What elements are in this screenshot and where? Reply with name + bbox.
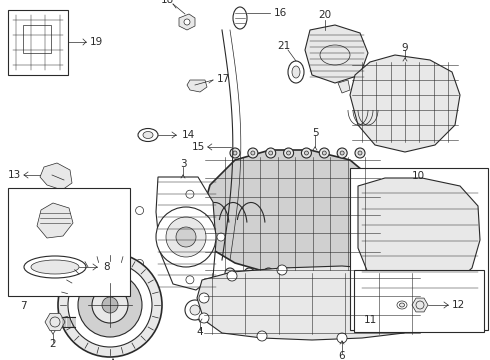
Ellipse shape bbox=[399, 303, 405, 307]
Circle shape bbox=[199, 313, 209, 323]
Circle shape bbox=[136, 207, 144, 215]
Circle shape bbox=[321, 268, 331, 278]
Circle shape bbox=[284, 148, 294, 158]
Circle shape bbox=[340, 151, 344, 155]
Ellipse shape bbox=[138, 129, 158, 141]
Polygon shape bbox=[45, 313, 65, 331]
Text: 21: 21 bbox=[277, 41, 291, 51]
Circle shape bbox=[227, 271, 237, 281]
Circle shape bbox=[102, 297, 118, 313]
Circle shape bbox=[190, 305, 200, 315]
Text: 12: 12 bbox=[452, 300, 465, 310]
Circle shape bbox=[176, 227, 196, 247]
Circle shape bbox=[277, 265, 287, 275]
Text: 5: 5 bbox=[312, 128, 318, 138]
Circle shape bbox=[230, 148, 240, 158]
Text: 4: 4 bbox=[196, 327, 203, 337]
Circle shape bbox=[269, 151, 273, 155]
Bar bbox=[23, 25, 51, 53]
Circle shape bbox=[387, 267, 397, 277]
Polygon shape bbox=[412, 298, 428, 312]
Circle shape bbox=[199, 293, 209, 303]
Circle shape bbox=[92, 287, 128, 323]
Circle shape bbox=[304, 151, 308, 155]
Polygon shape bbox=[156, 177, 216, 290]
Circle shape bbox=[355, 148, 365, 158]
Bar bbox=[354, 270, 484, 332]
Polygon shape bbox=[37, 203, 73, 238]
Circle shape bbox=[337, 333, 347, 343]
Ellipse shape bbox=[292, 66, 300, 78]
Polygon shape bbox=[305, 25, 368, 83]
Circle shape bbox=[166, 217, 206, 257]
Circle shape bbox=[136, 260, 144, 267]
Circle shape bbox=[301, 148, 312, 158]
Text: 20: 20 bbox=[318, 10, 332, 20]
Circle shape bbox=[257, 331, 267, 341]
Circle shape bbox=[251, 151, 255, 155]
Circle shape bbox=[78, 273, 142, 337]
Ellipse shape bbox=[31, 260, 79, 274]
Circle shape bbox=[264, 268, 273, 278]
Circle shape bbox=[322, 151, 326, 155]
Polygon shape bbox=[187, 80, 207, 92]
Circle shape bbox=[225, 268, 235, 278]
Circle shape bbox=[184, 19, 190, 25]
Circle shape bbox=[245, 268, 254, 278]
Circle shape bbox=[185, 300, 205, 320]
Circle shape bbox=[287, 151, 291, 155]
Circle shape bbox=[156, 207, 216, 267]
Text: 16: 16 bbox=[274, 8, 287, 18]
Text: 10: 10 bbox=[412, 171, 424, 181]
Circle shape bbox=[186, 276, 194, 284]
Text: 6: 6 bbox=[339, 351, 345, 360]
Circle shape bbox=[302, 268, 312, 278]
Circle shape bbox=[186, 190, 194, 198]
Circle shape bbox=[248, 148, 258, 158]
Polygon shape bbox=[197, 266, 427, 340]
Circle shape bbox=[397, 321, 407, 331]
Circle shape bbox=[266, 148, 276, 158]
Text: 2: 2 bbox=[49, 339, 56, 349]
Bar bbox=[8, 10, 68, 75]
Circle shape bbox=[319, 148, 329, 158]
Polygon shape bbox=[179, 14, 195, 30]
Circle shape bbox=[360, 268, 370, 278]
Circle shape bbox=[58, 253, 162, 357]
Polygon shape bbox=[358, 178, 480, 296]
Ellipse shape bbox=[143, 131, 153, 139]
Circle shape bbox=[283, 268, 293, 278]
Circle shape bbox=[358, 151, 362, 155]
Circle shape bbox=[415, 298, 425, 308]
Ellipse shape bbox=[24, 256, 86, 278]
Polygon shape bbox=[40, 163, 72, 190]
Circle shape bbox=[68, 263, 152, 347]
Circle shape bbox=[337, 148, 347, 158]
Ellipse shape bbox=[233, 7, 247, 29]
Polygon shape bbox=[338, 80, 350, 93]
Circle shape bbox=[341, 268, 351, 278]
Text: 18: 18 bbox=[160, 0, 173, 5]
Text: 8: 8 bbox=[103, 262, 110, 272]
Text: 14: 14 bbox=[182, 130, 195, 140]
Text: 11: 11 bbox=[364, 315, 377, 325]
Circle shape bbox=[217, 233, 225, 241]
Text: 9: 9 bbox=[402, 43, 408, 53]
Bar bbox=[350, 168, 488, 330]
Text: 13: 13 bbox=[7, 170, 21, 180]
Text: 19: 19 bbox=[90, 37, 103, 47]
Polygon shape bbox=[350, 55, 460, 152]
Text: 17: 17 bbox=[217, 74, 230, 84]
Polygon shape bbox=[200, 150, 385, 277]
Bar bbox=[8, 188, 130, 296]
Circle shape bbox=[233, 151, 237, 155]
Text: 15: 15 bbox=[192, 142, 205, 152]
Ellipse shape bbox=[397, 301, 407, 309]
Ellipse shape bbox=[288, 61, 304, 83]
Text: 3: 3 bbox=[180, 159, 186, 169]
Text: 7: 7 bbox=[20, 301, 26, 311]
